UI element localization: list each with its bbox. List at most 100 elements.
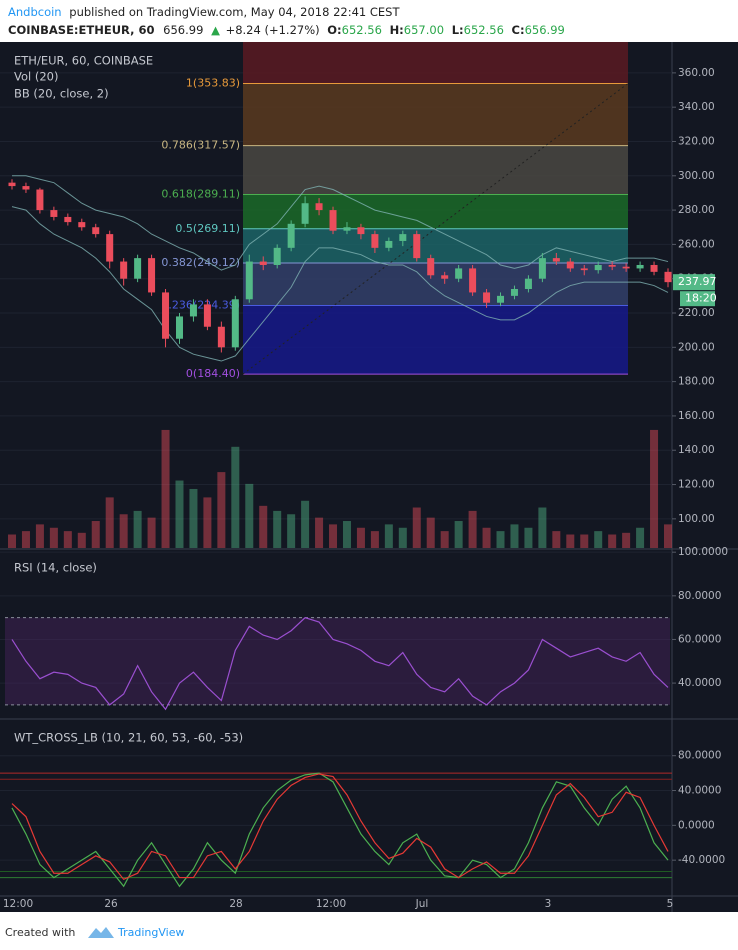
volume-bar [412, 507, 421, 548]
candle-body [427, 258, 435, 276]
y-tick-label: 120.00 [678, 479, 715, 491]
candle-body [217, 326, 225, 348]
y-tick-label: 180.00 [678, 376, 715, 388]
volume-bar [301, 500, 310, 548]
close-label: C: [512, 23, 525, 37]
volume-bar [231, 446, 240, 548]
candle-body [441, 275, 449, 279]
candle-body [608, 264, 616, 267]
x-tick-label: 3 [545, 898, 552, 910]
fib-zone [243, 145, 628, 195]
fib-zone [243, 263, 628, 306]
volume-bar [35, 524, 44, 548]
x-tick-label: 28 [229, 898, 242, 910]
volume-bar [650, 429, 659, 548]
volume-bar [510, 524, 519, 548]
y-tick-label: 40.0000 [678, 677, 721, 689]
volume-bar [8, 534, 16, 548]
author[interactable]: Andbcoin [8, 5, 62, 19]
volume-bar [21, 531, 30, 548]
candle-body [594, 264, 602, 271]
header-line: Andbcoin published on TradingView.com, M… [8, 5, 400, 19]
candle-body [162, 292, 170, 339]
candle-body [22, 186, 30, 190]
volume-bar [384, 524, 393, 548]
fib-label: 0.5(269.11) [175, 222, 240, 235]
y-tick-label: 100.00 [678, 513, 715, 525]
rsi-band [5, 617, 670, 705]
candle-body [622, 266, 630, 269]
candle-body [259, 261, 267, 265]
volume-bar [398, 527, 407, 548]
y-tick-label: 160.00 [678, 410, 715, 422]
volume-bar [161, 429, 170, 548]
candle-body [469, 268, 477, 293]
x-tick-label: 26 [104, 898, 118, 910]
volume-bar [426, 517, 435, 548]
y-tick-label: 300.00 [678, 170, 715, 182]
y-tick-label: 0.0000 [678, 819, 715, 831]
candle-body [301, 203, 309, 224]
symbol: COINBASE:ETHEUR, 60 [8, 23, 155, 37]
volume-bar [189, 488, 198, 548]
candle-body [315, 203, 323, 211]
volume-bar [77, 532, 86, 548]
chart-layer: 360.00340.00320.00300.00280.00260.00240.… [0, 42, 728, 910]
volume-bar [133, 510, 142, 548]
candle-body [636, 264, 644, 269]
volume-bar [287, 514, 296, 548]
volume-bar [119, 514, 128, 548]
x-tick-label: 12:00 [316, 898, 346, 910]
volume-bar [245, 483, 254, 548]
candle-body [552, 258, 560, 262]
volume-bar [580, 534, 589, 548]
fib-label: 0.786(317.57) [161, 139, 240, 152]
volume-bar [594, 531, 603, 548]
candle-body [245, 261, 253, 300]
volume-bar [608, 534, 617, 548]
low-label: L: [452, 23, 464, 37]
candle-body [455, 268, 463, 279]
volume-bar [273, 510, 282, 548]
x-tick-label: Jul [415, 898, 429, 910]
y-tick-label: 100.0000 [678, 546, 728, 558]
x-tick-label: 5 [667, 898, 674, 910]
y-tick-label: 220.00 [678, 307, 715, 319]
high-label: H: [390, 23, 404, 37]
candle-body [497, 295, 505, 303]
open-label: O: [327, 23, 341, 37]
candle-body [385, 240, 393, 248]
volume-bar [482, 527, 491, 548]
bollinger-band [11, 206, 669, 362]
volume-bar [622, 532, 631, 548]
volume-bar [259, 505, 268, 548]
fib-label: 0.382(249.12) [161, 256, 240, 269]
quote-line: COINBASE:ETHEUR, 60 656.99 ▲ +8.24 (+1.2… [8, 23, 565, 37]
pane-title: ETH/EUR, 60, COINBASE [14, 54, 153, 68]
candle-body [329, 210, 337, 231]
y-tick-label: 80.0000 [678, 590, 721, 602]
volume-bar [329, 524, 338, 548]
y-tick-label: 340.00 [678, 101, 715, 113]
indicator-line [11, 616, 669, 711]
y-tick-label: 80.0000 [678, 750, 721, 762]
candle-body [64, 216, 72, 223]
volume-bar [63, 531, 72, 548]
pane-title: WT_CROSS_LB (10, 21, 60, 53, -60, -53) [14, 731, 243, 745]
candle-body [287, 223, 295, 248]
candle-body [510, 288, 518, 296]
volume-bar [524, 527, 533, 548]
volume-bar [468, 510, 477, 548]
last-price: 237.97 [678, 275, 717, 288]
y-tick-label: 280.00 [678, 204, 715, 216]
tv-logo [88, 927, 114, 938]
fib-zone [243, 42, 628, 84]
close: 656.99 [525, 23, 565, 37]
footer-brand[interactable]: TradingView [117, 926, 184, 939]
volume-bar [636, 527, 645, 548]
candle-body [92, 227, 100, 235]
pane-title: RSI (14, close) [14, 561, 97, 575]
volume-bar [49, 527, 58, 548]
volume-bar [147, 517, 156, 548]
candle-body [357, 227, 365, 235]
